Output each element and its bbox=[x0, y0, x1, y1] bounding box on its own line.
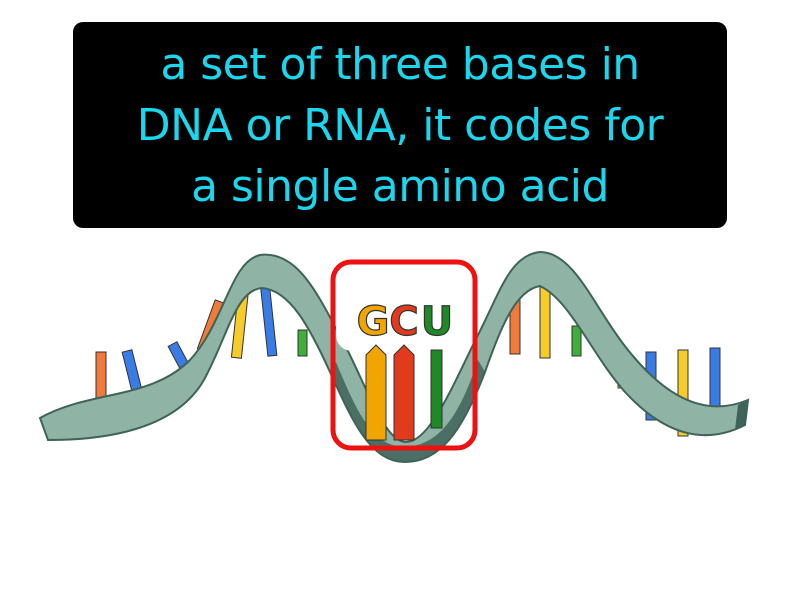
base-blue bbox=[709, 347, 721, 415]
codon-base-g bbox=[365, 344, 387, 441]
codon-highlight: G C U bbox=[330, 259, 478, 451]
definition-line-2: DNA or RNA, it codes for bbox=[136, 99, 664, 151]
codon-bases bbox=[365, 344, 443, 441]
base-blue bbox=[259, 281, 278, 357]
codon-letter-u: U bbox=[421, 299, 453, 345]
definition-box: a set of three bases in DNA or RNA, it c… bbox=[73, 22, 727, 228]
codon-letter-c: C bbox=[389, 299, 418, 345]
codon-highlight-box bbox=[330, 259, 478, 451]
rna-bases bbox=[95, 269, 721, 437]
base-yellow bbox=[677, 349, 689, 437]
codon-base-u bbox=[430, 349, 443, 429]
base-green bbox=[297, 329, 308, 357]
base-green bbox=[571, 325, 582, 357]
definition-line-1: a set of three bases in bbox=[160, 38, 640, 90]
codon-letter-g: G bbox=[357, 299, 390, 345]
definition-line-3: a single amino acid bbox=[191, 160, 609, 212]
codon-base-c bbox=[393, 344, 415, 441]
